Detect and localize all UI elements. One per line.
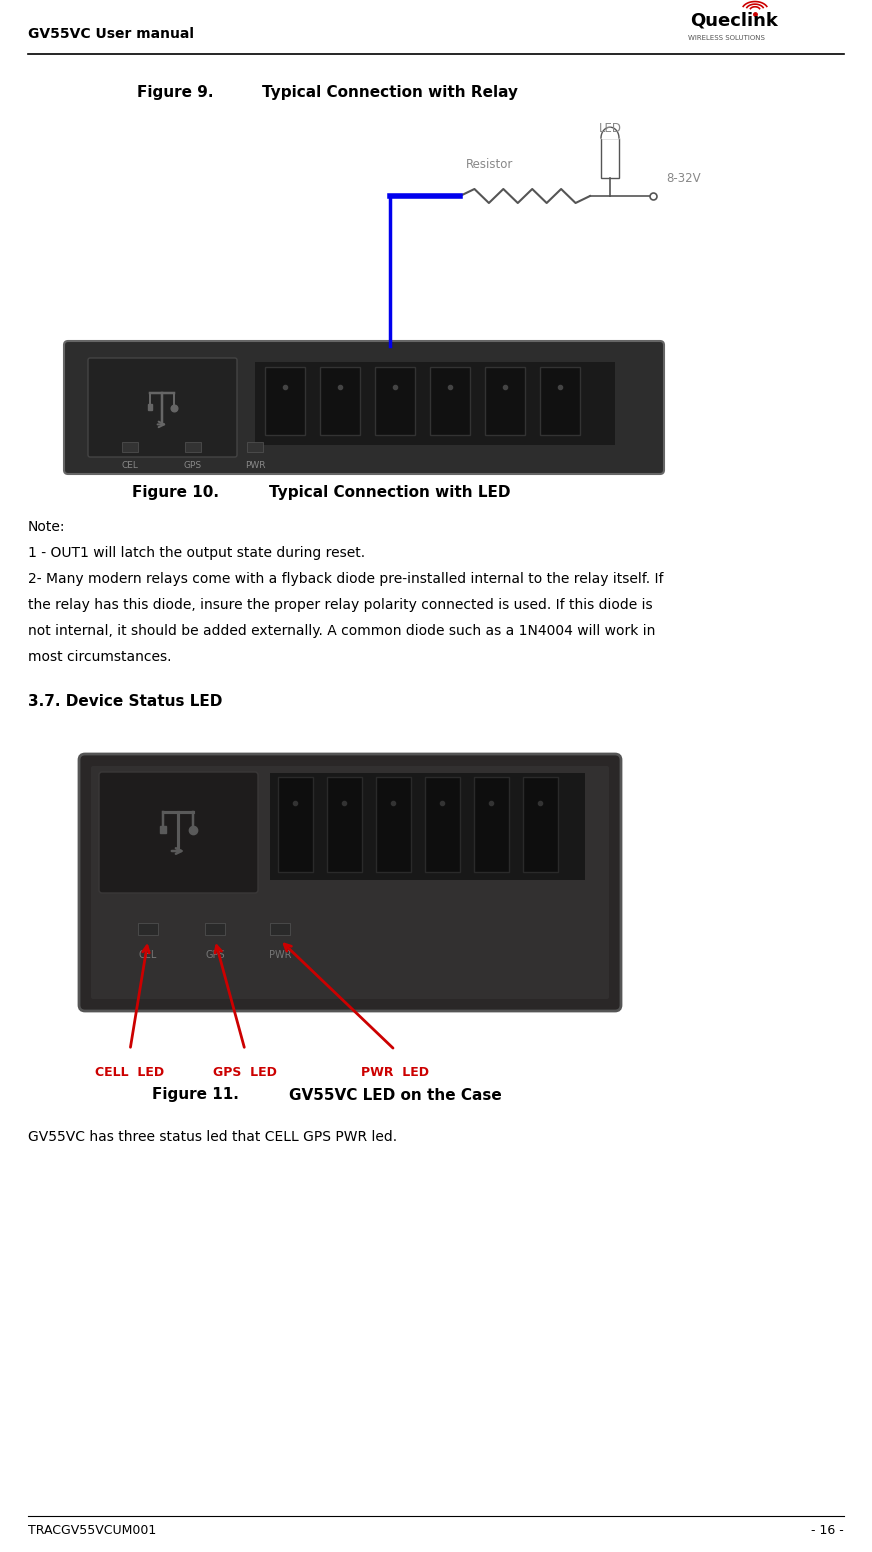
Bar — [430, 366, 470, 435]
FancyBboxPatch shape — [88, 359, 237, 456]
FancyBboxPatch shape — [91, 767, 609, 999]
Text: Typical Connection with LED: Typical Connection with LED — [269, 484, 511, 500]
Text: Resistor: Resistor — [467, 158, 514, 172]
Bar — [265, 366, 305, 435]
Text: not internal, it should be added externally. A common diode such as a 1N4004 wil: not internal, it should be added externa… — [28, 624, 656, 638]
Bar — [247, 442, 263, 452]
Bar — [255, 362, 615, 445]
Bar — [540, 366, 580, 435]
Bar — [185, 442, 201, 452]
Bar — [122, 442, 138, 452]
Bar — [375, 366, 415, 435]
Text: Figure 10.: Figure 10. — [132, 484, 219, 500]
FancyBboxPatch shape — [99, 771, 258, 892]
Text: 8-32V: 8-32V — [666, 172, 700, 185]
Text: - 16 -: - 16 - — [811, 1524, 844, 1536]
Text: GPS: GPS — [205, 950, 225, 961]
Bar — [205, 923, 225, 934]
Bar — [425, 778, 460, 872]
Bar — [278, 778, 313, 872]
Text: 2- Many modern relays come with a flyback diode pre-installed internal to the re: 2- Many modern relays come with a flybac… — [28, 573, 664, 587]
Text: GV55VC LED on the Case: GV55VC LED on the Case — [289, 1088, 501, 1102]
Text: Figure 9.: Figure 9. — [137, 84, 214, 99]
Bar — [320, 366, 360, 435]
Bar — [601, 138, 619, 178]
Text: TRACGV55VCUM001: TRACGV55VCUM001 — [28, 1524, 156, 1536]
Text: Figure 11.: Figure 11. — [152, 1088, 238, 1102]
Bar — [160, 826, 166, 833]
Bar — [138, 923, 158, 934]
Bar — [474, 778, 509, 872]
Bar — [376, 778, 411, 872]
Text: 1 - OUT1 will latch the output state during reset.: 1 - OUT1 will latch the output state dur… — [28, 546, 365, 560]
Bar — [485, 366, 525, 435]
Text: Note:: Note: — [28, 520, 65, 534]
Text: PWR: PWR — [269, 950, 291, 961]
Text: LED: LED — [598, 121, 622, 135]
Text: CEL: CEL — [139, 950, 157, 961]
Text: GPS  LED: GPS LED — [213, 1066, 277, 1079]
FancyBboxPatch shape — [64, 341, 664, 473]
Text: most circumstances.: most circumstances. — [28, 650, 172, 664]
Text: PWR: PWR — [245, 461, 265, 470]
Bar — [270, 923, 290, 934]
FancyBboxPatch shape — [79, 754, 621, 1010]
Bar — [523, 778, 558, 872]
Text: CELL  LED: CELL LED — [95, 1066, 165, 1079]
Text: Typical Connection with Relay: Typical Connection with Relay — [262, 84, 518, 99]
Text: GPS: GPS — [184, 461, 202, 470]
Bar — [270, 773, 585, 880]
Bar — [147, 404, 153, 410]
Text: WIRELESS SOLUTIONS: WIRELESS SOLUTIONS — [688, 36, 765, 40]
Text: CEL: CEL — [121, 461, 139, 470]
Bar — [327, 778, 362, 872]
Text: 3.7. Device Status LED: 3.7. Device Status LED — [28, 694, 222, 709]
Text: GV55VC has three status led that CELL GPS PWR led.: GV55VC has three status led that CELL GP… — [28, 1130, 397, 1144]
Text: Queclink: Queclink — [690, 11, 778, 29]
Text: PWR  LED: PWR LED — [361, 1066, 429, 1079]
Text: GV55VC User manual: GV55VC User manual — [28, 26, 194, 40]
Text: the relay has this diode, insure the proper relay polarity connected is used. If: the relay has this diode, insure the pro… — [28, 598, 652, 611]
